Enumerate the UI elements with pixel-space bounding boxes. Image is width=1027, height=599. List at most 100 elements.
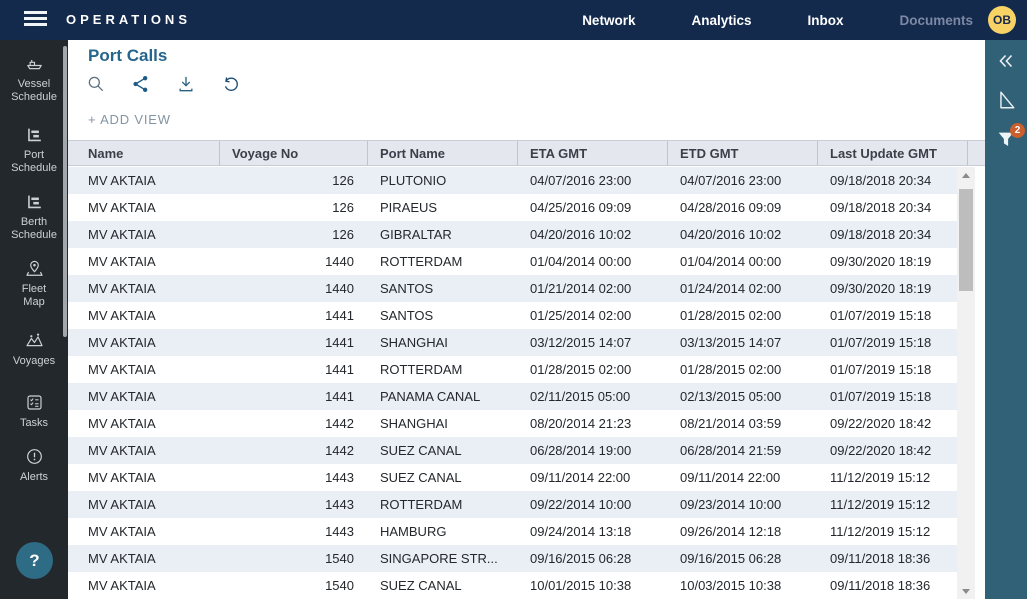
table-row[interactable]: MV AKTAIA 1440 SANTOS 01/21/2014 02:00 01/24… (68, 275, 957, 302)
right-panel: 2 (985, 40, 1027, 599)
table-cell: 03/12/2015 14:07 (530, 335, 632, 350)
table-cell: 01/28/2015 02:00 (530, 362, 632, 377)
table-row[interactable]: MV AKTAIA 1443 SUEZ CANAL 09/11/2014 22:00 0… (68, 464, 957, 491)
column-header-eta-gmt[interactable]: ETA GMT (518, 141, 668, 165)
gantt-icon (25, 125, 44, 144)
table-cell: 1440 (325, 281, 354, 296)
table-row[interactable]: MV AKTAIA 126 GIBRALTAR 04/20/2016 10:02 04/… (68, 221, 957, 248)
table-cell: 04/07/2016 23:00 (530, 173, 632, 188)
table-cell: 1441 (325, 335, 354, 350)
sidebar-item-voyages[interactable]: Voyages (2, 331, 66, 368)
table-row[interactable]: MV AKTAIA 1441 PANAMA CANAL 02/11/2015 05:0… (68, 383, 957, 410)
table-cell: 126 (332, 200, 354, 215)
nav-item-analytics[interactable]: Analytics (691, 12, 752, 28)
table-cell: 01/25/2014 02:00 (530, 308, 632, 323)
table-cell: 04/07/2016 23:00 (680, 173, 782, 188)
table-cell: 09/18/2018 20:34 (830, 227, 932, 242)
table-cell: PANAMA CANAL (380, 389, 481, 404)
left-sidebar: Vessel Schedule Port Schedule Berth Schedule F… (0, 40, 68, 599)
table-cell: 06/28/2014 21:59 (680, 443, 782, 458)
table-row[interactable]: MV AKTAIA 126 PIRAEUS 04/25/2016 09:09 04/28… (68, 194, 957, 221)
table-row[interactable]: MV AKTAIA 1440 ROTTERDAM 01/04/2014 00:00 01… (68, 248, 957, 275)
menu-icon[interactable] (24, 11, 47, 28)
table-row[interactable]: MV AKTAIA 1442 SHANGHAI 08/20/2014 21:23 08/… (68, 410, 957, 437)
reset-icon[interactable] (221, 74, 241, 94)
table-cell: 09/11/2018 18:36 (830, 551, 931, 566)
help-button[interactable]: ? (16, 542, 53, 579)
table-cell: ROTTERDAM (380, 362, 463, 377)
table-cell: 09/22/2020 18:42 (830, 416, 932, 431)
table-cell: 01/28/2015 02:00 (680, 308, 782, 323)
user-avatar[interactable]: OB (988, 6, 1016, 34)
sidebar-item-alerts[interactable]: Alerts (2, 447, 66, 484)
table-cell: 09/22/2020 18:42 (830, 443, 932, 458)
measure-icon[interactable] (995, 89, 1017, 111)
table-cell: 08/21/2014 03:59 (680, 416, 782, 431)
table-row[interactable]: MV AKTAIA 1442 SUEZ CANAL 06/28/2014 19:00 0… (68, 437, 957, 464)
sidebar-item-port-schedule[interactable]: Port Schedule (2, 125, 66, 175)
scrollbar-thumb[interactable] (959, 189, 973, 291)
table-row[interactable]: MV AKTAIA 1540 SINGAPORE STR... 09/16/2015 … (68, 545, 957, 572)
column-header-etd-gmt[interactable]: ETD GMT (668, 141, 818, 165)
table-cell: 01/04/2014 00:00 (680, 254, 782, 269)
table-row[interactable]: MV AKTAIA 1443 HAMBURG 09/24/2014 13:18 09/2… (68, 518, 957, 545)
filter-icon[interactable]: 2 (995, 123, 1025, 150)
table-cell: MV AKTAIA (88, 254, 156, 269)
table-cell: 09/24/2014 13:18 (530, 524, 632, 539)
table-cell: SUEZ CANAL (380, 470, 462, 485)
checklist-icon (25, 393, 44, 412)
sidebar-item-label: Port Schedule (11, 149, 57, 174)
table-cell: MV AKTAIA (88, 524, 156, 539)
table-cell: 04/20/2016 10:02 (530, 227, 632, 242)
table-cell: MV AKTAIA (88, 416, 156, 431)
table-cell: SHANGHAI (380, 416, 448, 431)
add-view-button[interactable]: + ADD VIEW (88, 112, 171, 127)
table-row[interactable]: MV AKTAIA 1441 ROTTERDAM 01/28/2015 02:00 01… (68, 356, 957, 383)
table-row[interactable]: MV AKTAIA 1441 SHANGHAI 03/12/2015 14:07 03/… (68, 329, 957, 356)
nav-item-network[interactable]: Network (582, 12, 636, 28)
table-cell: MV AKTAIA (88, 281, 156, 296)
scroll-down-icon[interactable] (957, 583, 975, 599)
table-row[interactable]: MV AKTAIA 1441 SANTOS 01/25/2014 02:00 01/28… (68, 302, 957, 329)
column-header-name[interactable]: Name (68, 141, 220, 165)
table-cell: 10/03/2015 10:38 (680, 578, 782, 593)
table-cell: ROTTERDAM (380, 497, 463, 512)
column-header-last-update-gmt[interactable]: Last Update GMT (818, 141, 968, 165)
table-cell: 1540 (325, 551, 354, 566)
table-cell: 09/11/2014 22:00 (530, 470, 631, 485)
table-cell: 1440 (325, 254, 354, 269)
table-cell: MV AKTAIA (88, 308, 156, 323)
table-row[interactable]: MV AKTAIA 126 PLUTONIO 04/07/2016 23:00 04/0… (68, 167, 957, 194)
table-cell: 11/12/2019 15:12 (830, 497, 931, 512)
scroll-up-icon[interactable] (957, 167, 975, 183)
table-cell: SANTOS (380, 281, 434, 296)
nav-item-inbox[interactable]: Inbox (807, 12, 844, 28)
column-header-voyage-no[interactable]: Voyage No (220, 141, 368, 165)
table-cell: 1441 (325, 362, 354, 377)
collapse-icon[interactable] (995, 50, 1017, 72)
table-cell: 10/01/2015 10:38 (530, 578, 632, 593)
table-cell: 01/07/2019 15:18 (830, 308, 932, 323)
table-row[interactable]: MV AKTAIA 1443 ROTTERDAM 09/22/2014 10:00 09… (68, 491, 957, 518)
column-header-port-name[interactable]: Port Name (368, 141, 518, 165)
sidebar-item-tasks[interactable]: Tasks (2, 393, 66, 430)
table-cell: SUEZ CANAL (380, 578, 462, 593)
sidebar-item-fleet-map[interactable]: Fleet Map (2, 259, 66, 309)
sidebar-items: Vessel Schedule Port Schedule Berth Schedule F… (0, 40, 68, 484)
table-cell: 01/21/2014 02:00 (530, 281, 632, 296)
table-scrollbar[interactable] (957, 167, 975, 599)
table-cell: 01/24/2014 02:00 (680, 281, 782, 296)
table-cell: 09/11/2014 22:00 (680, 470, 781, 485)
table-cell: 06/28/2014 19:00 (530, 443, 632, 458)
share-icon[interactable] (131, 74, 151, 94)
sidebar-scrollbar[interactable] (63, 46, 67, 337)
download-icon[interactable] (176, 74, 196, 94)
sidebar-item-vessel-schedule[interactable]: Vessel Schedule (2, 54, 66, 104)
nav-item-documents[interactable]: Documents (899, 12, 973, 28)
table-row[interactable]: MV AKTAIA 1540 SUEZ CANAL 10/01/2015 10:38 1… (68, 572, 957, 599)
sidebar-item-label: Fleet Map (21, 283, 47, 308)
table-cell: MV AKTAIA (88, 335, 156, 350)
search-icon[interactable] (86, 74, 106, 94)
sidebar-item-berth-schedule[interactable]: Berth Schedule (2, 192, 66, 242)
